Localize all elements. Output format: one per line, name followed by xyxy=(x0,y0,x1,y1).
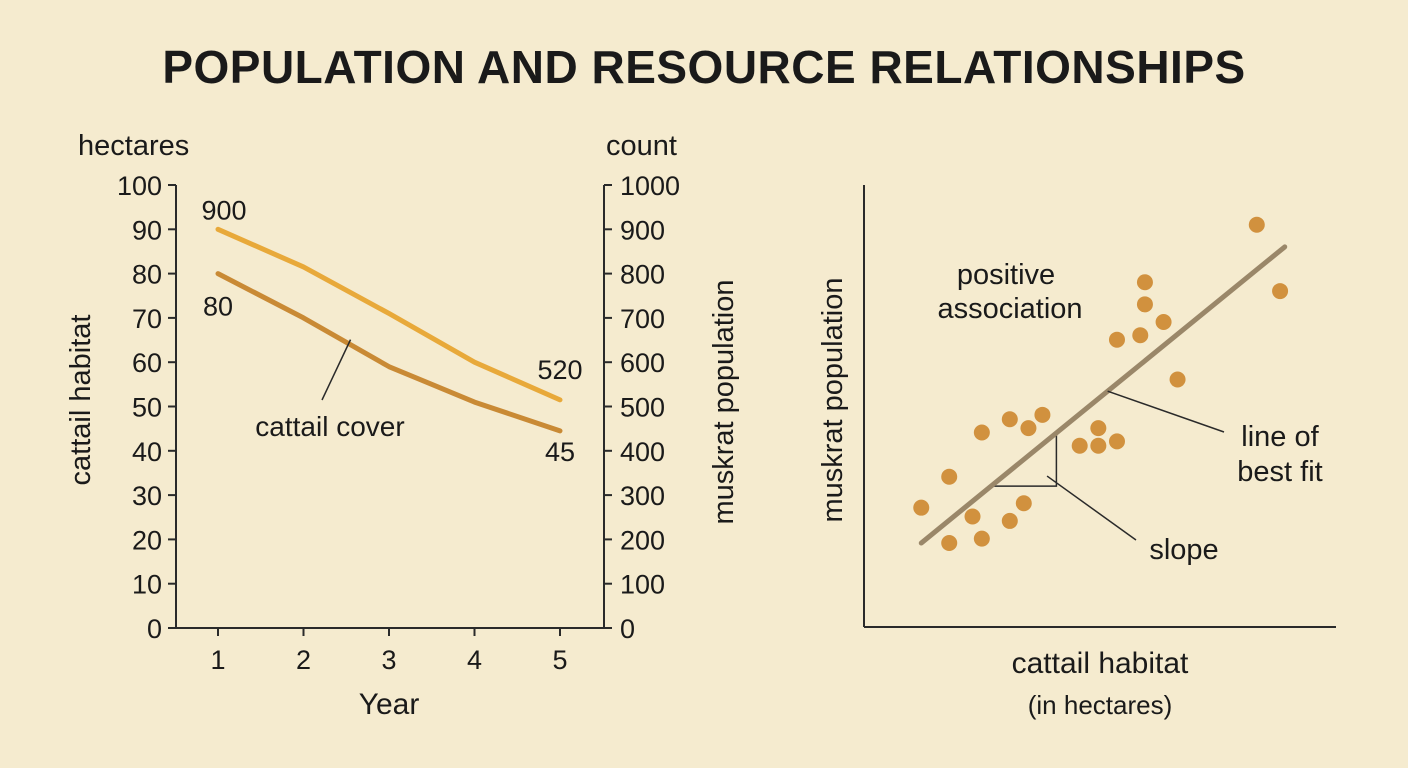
left-x-tick-label: 3 xyxy=(381,645,396,675)
left-x-tick-label: 1 xyxy=(210,645,225,675)
series-end-label: 45 xyxy=(545,437,575,467)
annotation-slope: slope xyxy=(1149,534,1218,566)
scatter-point xyxy=(1001,512,1018,529)
scatter-point xyxy=(1034,406,1051,423)
left-x-tick-label: 4 xyxy=(467,645,482,675)
line-point-2 xyxy=(559,430,561,432)
scatter-point xyxy=(1071,437,1088,454)
scatter-x-axis-title: cattail habitat xyxy=(1012,647,1189,680)
scatter-point xyxy=(1001,411,1018,428)
trend-line xyxy=(918,244,1288,546)
line-point-2 xyxy=(217,273,219,275)
right-y-tick-label: 900 xyxy=(620,215,665,245)
line-point-1 xyxy=(303,266,304,268)
left-y-tick-label: 90 xyxy=(132,215,162,245)
right-y-tick-label: 800 xyxy=(620,260,665,290)
line-point-2 xyxy=(474,401,475,403)
line-point-1 xyxy=(559,399,561,401)
right-y-tick-label: 0 xyxy=(620,614,635,644)
right-y-tick-label: 600 xyxy=(620,348,665,378)
line-point-1 xyxy=(474,361,475,363)
right-y-axis-title: muskrat population xyxy=(708,279,740,524)
left-y-unit: hectares xyxy=(78,130,189,162)
slope-callout-line xyxy=(1046,475,1137,541)
left-y-tick-label: 80 xyxy=(132,260,162,290)
series-start-label: 900 xyxy=(201,195,246,225)
scatter-point xyxy=(1020,420,1037,437)
scatter-point xyxy=(941,468,958,485)
line-series-2 xyxy=(215,271,563,434)
series-callout-line xyxy=(321,339,352,401)
annotation-best-fit-1: line of xyxy=(1241,421,1319,453)
right-y-tick-label: 1000 xyxy=(620,171,680,201)
scatter-point xyxy=(1136,274,1153,291)
left-y-axis-title: cattail habitat xyxy=(65,315,97,486)
scatter-point xyxy=(1090,437,1107,454)
scatter-point xyxy=(964,508,981,525)
scatter-point xyxy=(973,530,990,547)
right-y-tick-label: 700 xyxy=(620,304,665,334)
scatter-point xyxy=(913,499,930,516)
scatter-point xyxy=(1155,314,1172,331)
right-y-unit: count xyxy=(606,130,677,162)
line-point-1 xyxy=(388,312,390,314)
left-y-tick-label: 100 xyxy=(117,171,162,201)
scatter-y-axis-title: muskrat population xyxy=(817,277,849,522)
line-point-1 xyxy=(217,228,219,230)
series-end-label: 520 xyxy=(537,355,582,385)
scatter-point xyxy=(1108,433,1125,450)
annotation-positive-2: association xyxy=(937,293,1082,325)
line-point-2 xyxy=(303,317,304,319)
right-y-tick-label: 200 xyxy=(620,525,665,555)
line-point-2 xyxy=(388,366,390,368)
series-name-label: cattail cover xyxy=(255,411,404,442)
left-y-tick-label: 60 xyxy=(132,348,162,378)
scatter-point xyxy=(973,424,990,441)
scatter-point xyxy=(1169,371,1186,388)
left-y-tick-label: 0 xyxy=(147,614,162,644)
right-y-tick-label: 500 xyxy=(620,393,665,423)
annotation-positive-1: positive xyxy=(957,259,1055,291)
left-y-tick-label: 10 xyxy=(132,570,162,600)
left-x-tick-label: 5 xyxy=(552,645,567,675)
scatter-point xyxy=(1015,495,1032,512)
left-x-tick-label: 2 xyxy=(296,645,311,675)
series-start-label: 80 xyxy=(203,292,233,322)
left-y-tick-label: 40 xyxy=(132,437,162,467)
right-y-tick-label: 300 xyxy=(620,481,665,511)
main-title: POPULATION AND RESOURCE RELATIONSHIPS xyxy=(162,41,1246,93)
scatter-point xyxy=(1132,327,1149,344)
scatter-point xyxy=(941,535,958,552)
scatter-point xyxy=(1108,331,1125,348)
left-y-tick-label: 70 xyxy=(132,304,162,334)
left-x-axis-title: Year xyxy=(359,688,420,721)
line-series-1 xyxy=(215,226,563,403)
right-y-tick-label: 400 xyxy=(620,437,665,467)
scatter-point xyxy=(1248,216,1265,233)
scatter-point xyxy=(1090,420,1107,437)
left-y-tick-label: 30 xyxy=(132,481,162,511)
scatter-point xyxy=(1272,283,1289,300)
annotation-best-fit-2: best fit xyxy=(1237,456,1322,488)
best-fit-callout-line xyxy=(1107,390,1225,433)
scatter-x-axis-subtitle: (in hectares) xyxy=(1028,690,1173,720)
slope-triangle xyxy=(991,432,1058,487)
left-y-tick-label: 50 xyxy=(132,393,162,423)
left-y-tick-label: 20 xyxy=(132,525,162,555)
scatter-point xyxy=(1136,296,1153,313)
right-y-tick-label: 100 xyxy=(620,570,665,600)
